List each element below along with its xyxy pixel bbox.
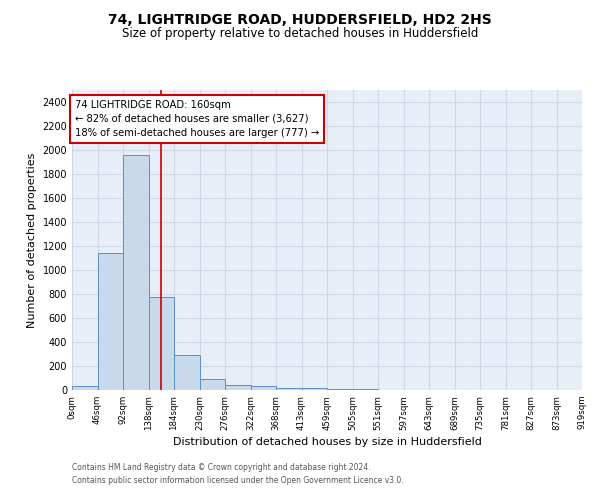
Bar [149, 297, 174, 390]
Bar [97, 253, 123, 390]
Bar [123, 155, 149, 390]
Bar [225, 384, 251, 390]
Bar [72, 386, 97, 390]
Text: 74, LIGHTRIDGE ROAD, HUDDERSFIELD, HD2 2HS: 74, LIGHTRIDGE ROAD, HUDDERSFIELD, HD2 2… [108, 12, 492, 26]
Text: 74 LIGHTRIDGE ROAD: 160sqm
← 82% of detached houses are smaller (3,627)
18% of s: 74 LIGHTRIDGE ROAD: 160sqm ← 82% of deta… [75, 100, 319, 138]
Bar [276, 388, 302, 390]
X-axis label: Distribution of detached houses by size in Huddersfield: Distribution of detached houses by size … [173, 436, 481, 446]
Text: Size of property relative to detached houses in Huddersfield: Size of property relative to detached ho… [122, 28, 478, 40]
Bar [174, 354, 199, 390]
Text: Contains HM Land Registry data © Crown copyright and database right 2024.: Contains HM Land Registry data © Crown c… [72, 464, 371, 472]
Bar [327, 389, 353, 390]
Text: Contains public sector information licensed under the Open Government Licence v3: Contains public sector information licen… [72, 476, 404, 485]
Y-axis label: Number of detached properties: Number of detached properties [27, 152, 37, 328]
Bar [199, 379, 225, 390]
Bar [251, 386, 276, 390]
Bar [302, 388, 327, 390]
